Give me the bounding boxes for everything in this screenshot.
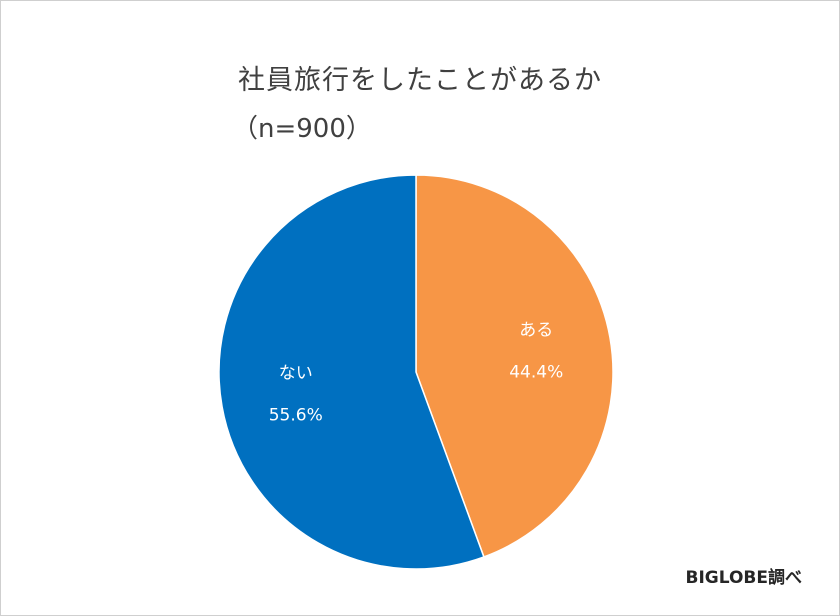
- source-credit: BIGLOBE調べ: [685, 568, 803, 588]
- slice-label-2: ない: [279, 363, 313, 383]
- chart-title: 社員旅行をしたことがあるか: [238, 65, 602, 96]
- slice-value-label-1: 44.4%: [509, 363, 563, 383]
- slice-value-label-2: 55.6%: [269, 405, 323, 425]
- pie-slice-2: [218, 174, 485, 570]
- pie-labels: ある 44.4% ない 55.6%: [269, 321, 564, 426]
- slice-label-1: ある: [519, 321, 553, 341]
- chart-subtitle: （n=900）: [232, 114, 372, 144]
- pie-slices: [218, 174, 614, 570]
- pie-slice-1: [415, 174, 614, 558]
